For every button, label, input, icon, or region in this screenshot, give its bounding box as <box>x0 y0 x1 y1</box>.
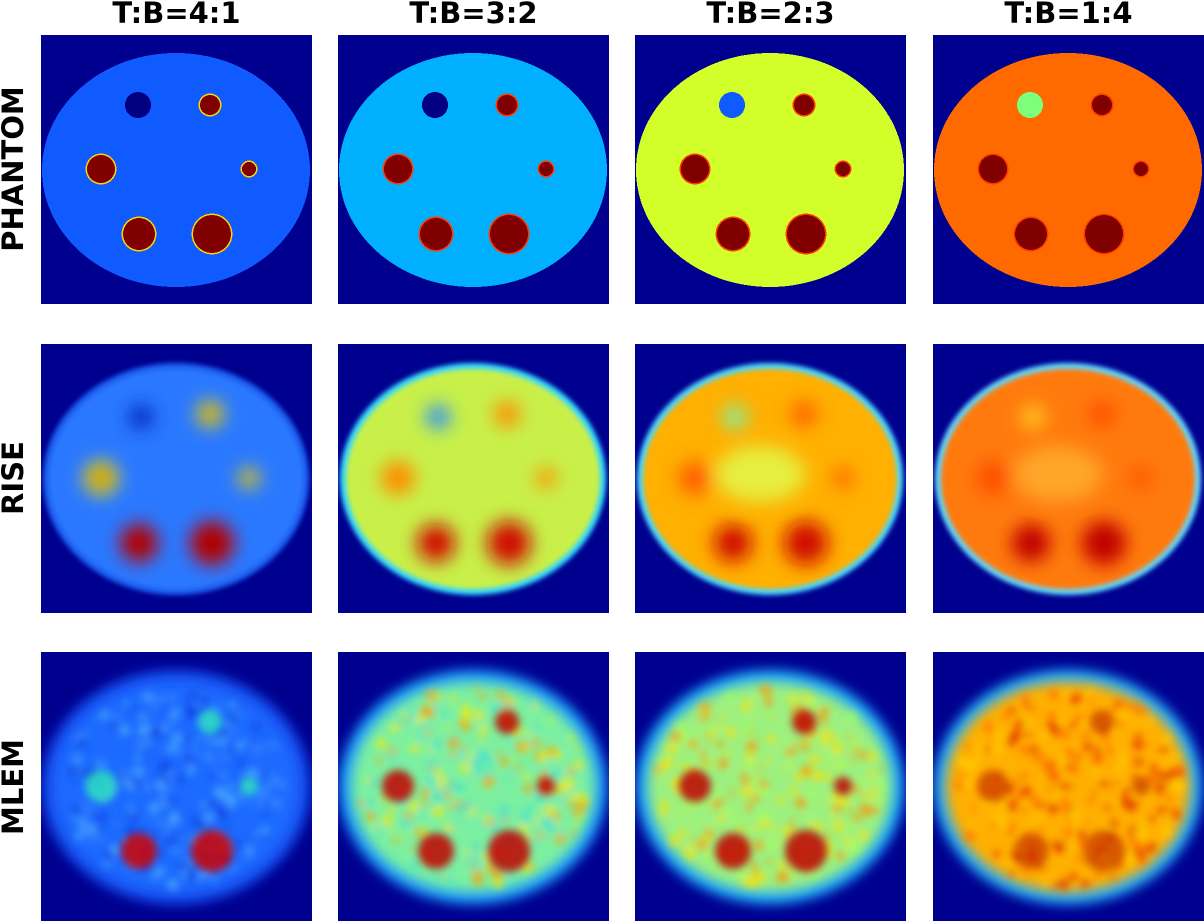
phantom-body <box>339 53 607 287</box>
hot-insert-2 <box>836 162 850 176</box>
rise-plot <box>41 344 312 613</box>
rise-structures <box>976 401 1151 565</box>
hot-insert-2 <box>242 162 256 176</box>
rise-plot <box>635 344 906 613</box>
mlem-plot <box>635 652 906 921</box>
phantom-tb-2-3-image <box>635 35 906 304</box>
mlem-tb-3-2-image <box>338 652 609 921</box>
rise-tb-1-4-image <box>933 344 1204 613</box>
cold-insert <box>125 92 151 118</box>
rise-plot <box>338 344 609 613</box>
hot-insert-4 <box>490 215 528 253</box>
hot-insert-2 <box>539 162 553 176</box>
phantom-tb-1-4-image <box>933 35 1204 304</box>
phantom-plot <box>635 35 906 304</box>
hot-insert-3 <box>1015 218 1047 250</box>
rise-body <box>346 369 600 589</box>
mlem-plot <box>338 652 609 921</box>
hot-insert-1 <box>384 155 412 183</box>
row-title-phantom-label: PHANTOM <box>0 86 30 252</box>
hot-insert-3 <box>420 218 452 250</box>
mlem-inserts <box>977 710 1150 872</box>
hot-insert-0 <box>497 95 517 115</box>
mlem-inserts <box>382 710 555 872</box>
rise-structures <box>678 401 853 565</box>
hot-insert-2 <box>1134 162 1148 176</box>
cold-insert <box>422 92 448 118</box>
cold-insert <box>719 92 745 118</box>
column-title-tb-4-1: T:B=4:1 <box>112 0 241 30</box>
mlem-tb-1-4-image <box>933 652 1204 921</box>
rise-structures <box>84 401 259 565</box>
rise-body <box>49 369 303 589</box>
column-title-tb-3-2: T:B=3:2 <box>409 0 538 30</box>
hot-insert-1 <box>87 155 115 183</box>
mlem-inserts <box>85 710 258 872</box>
hot-insert-3 <box>123 218 155 250</box>
hot-insert-0 <box>200 95 220 115</box>
cold-insert <box>1017 92 1043 118</box>
phantom-body <box>42 53 310 287</box>
mlem-plot <box>933 652 1204 921</box>
phantom-plot <box>933 35 1204 304</box>
phantom-tb-4-1-image <box>41 35 312 304</box>
hot-insert-0 <box>1092 95 1112 115</box>
rise-plot <box>933 344 1204 613</box>
hot-insert-4 <box>193 215 231 253</box>
mlem-body <box>54 682 298 892</box>
rise-tb-3-2-image <box>338 344 609 613</box>
hot-insert-4 <box>1085 215 1123 253</box>
mlem-inserts <box>679 710 852 872</box>
hot-insert-1 <box>681 155 709 183</box>
hot-insert-4 <box>787 215 825 253</box>
hot-insert-3 <box>717 218 749 250</box>
phantom-tb-3-2-image <box>338 35 609 304</box>
mlem-plot <box>41 652 312 921</box>
phantom-body <box>934 53 1202 287</box>
hot-insert-1 <box>979 155 1007 183</box>
rise-tb-4-1-image <box>41 344 312 613</box>
hot-insert-0 <box>794 95 814 115</box>
phantom-body <box>636 53 904 287</box>
mlem-tb-2-3-image <box>635 652 906 921</box>
phantom-plot <box>41 35 312 304</box>
column-title-tb-2-3: T:B=2:3 <box>706 0 835 30</box>
rise-structures <box>381 401 556 565</box>
row-title-mlem-label: MLEM <box>0 738 30 836</box>
mlem-tb-4-1-image <box>41 652 312 921</box>
column-title-tb-1-4: T:B=1:4 <box>1004 0 1133 30</box>
phantom-plot <box>338 35 609 304</box>
rise-tb-2-3-image <box>635 344 906 613</box>
row-title-rise-label: RISE <box>0 441 30 515</box>
